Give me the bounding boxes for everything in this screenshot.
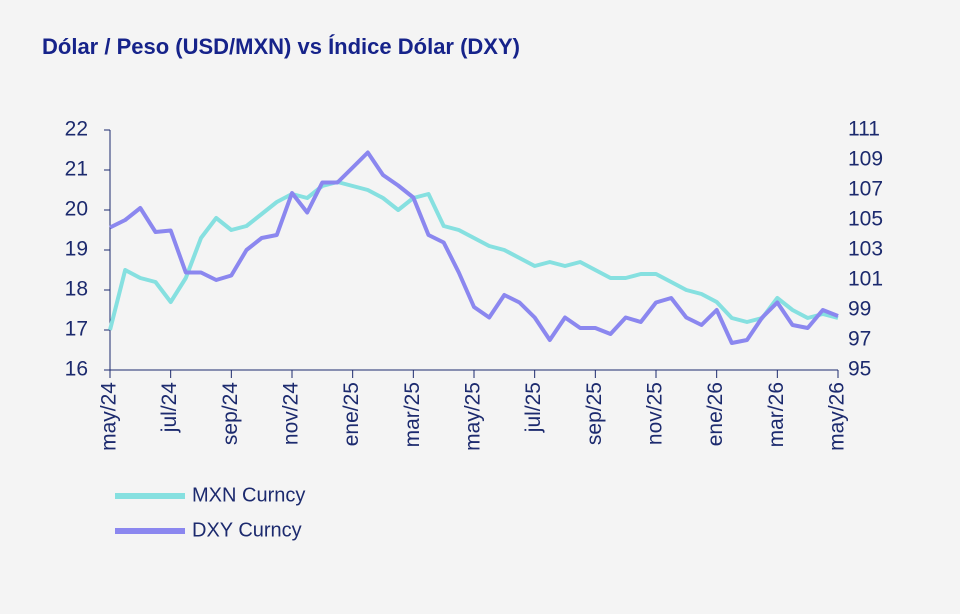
- x-tick-label: jul/25: [522, 382, 545, 433]
- y-tick-label: 20: [65, 198, 88, 221]
- y-tick-label: 21: [65, 158, 88, 181]
- x-tick-label: nov/25: [644, 382, 667, 445]
- x-tick-label: may/24: [98, 382, 121, 451]
- x-tick-label: jul/24: [158, 382, 181, 434]
- y2-tick-label: 99: [848, 298, 871, 321]
- x-tick-label: ene/26: [704, 382, 727, 446]
- x-tick-label: mar/25: [401, 382, 424, 447]
- y-tick-label: 22: [65, 118, 88, 141]
- legend-label: MXN Curncy: [192, 484, 305, 506]
- y2-tick-label: 107: [848, 178, 883, 201]
- x-tick-label: ene/25: [340, 382, 363, 446]
- y2-tick-label: 97: [848, 328, 871, 351]
- y2-tick-label: 111: [848, 118, 880, 141]
- series-line: [108, 180, 839, 331]
- chart-title: Dólar / Peso (USD/MXN) vs Índice Dólar (…: [42, 34, 520, 59]
- y-tick-label: 18: [65, 278, 88, 301]
- legend-label: DXY Curncy: [192, 519, 302, 541]
- y-tick-label: 16: [65, 358, 88, 381]
- x-tick-label: nov/24: [280, 382, 303, 445]
- y2-tick-label: 95: [848, 358, 871, 381]
- x-tick-label: mar/26: [765, 382, 788, 447]
- y-tick-label: 17: [65, 318, 88, 341]
- series-line: [109, 150, 839, 345]
- x-tick-label: sep/24: [219, 382, 242, 445]
- y2-tick-label: 105: [848, 208, 883, 231]
- x-tick-label: sep/25: [583, 382, 606, 445]
- y2-tick-label: 103: [848, 238, 883, 261]
- y2-tick-label: 109: [848, 148, 883, 171]
- y2-tick-label: 101: [848, 268, 883, 291]
- x-tick-label: may/26: [826, 382, 849, 451]
- x-tick-label: may/25: [462, 382, 485, 451]
- y-tick-label: 19: [65, 238, 88, 261]
